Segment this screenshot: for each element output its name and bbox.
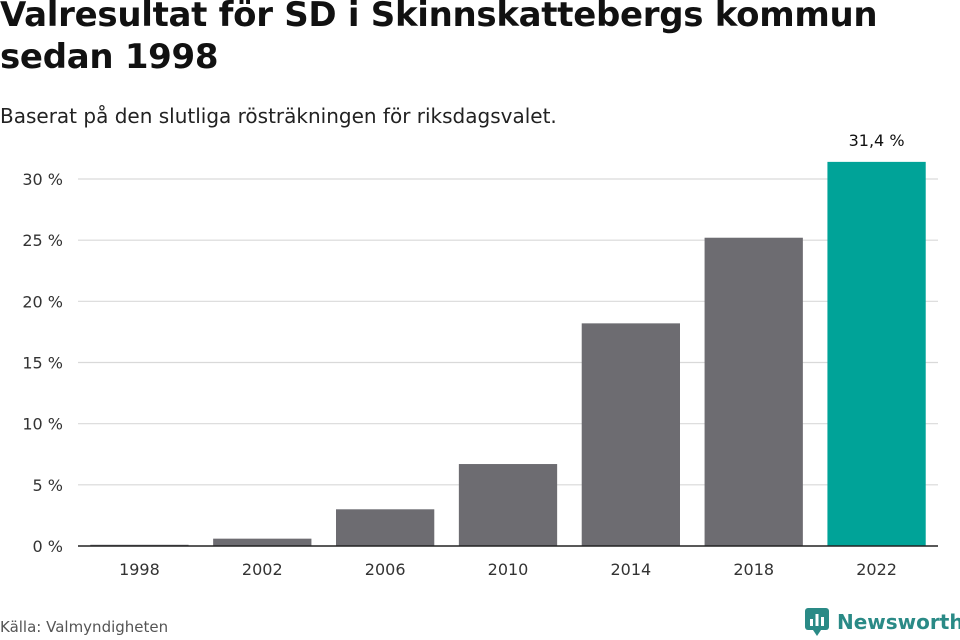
grid-lines [78, 178, 938, 486]
bar-2006 [336, 509, 435, 546]
x-tick-label: 2018 [733, 560, 774, 579]
bar-chart: 0 % 5 % 10 % 15 % 20 % 25 % 30 % 1998 2002 2006 2… [22, 131, 938, 579]
y-tick-label: 25 % [22, 231, 63, 250]
y-axis-ticks: 0 % 5 % 10 % 15 % 20 % 25 % 30 % [22, 170, 63, 556]
bar-2022 [827, 161, 926, 546]
bars [90, 161, 926, 547]
x-tick-label: 2006 [365, 560, 406, 579]
chart-subtitle: Baserat på den slutliga rösträkningen fö… [0, 104, 557, 128]
y-tick-label: 30 % [22, 170, 63, 189]
chart-title: Valresultat för SD i Skinnskattebergs ko… [0, 0, 878, 77]
y-tick-label: 0 % [33, 537, 63, 556]
x-tick-label: 2022 [856, 560, 897, 579]
x-axis-ticks: 1998 2002 2006 2010 2014 2018 2022 [119, 560, 897, 579]
source-note: Källa: Valmyndigheten [0, 618, 169, 636]
bar-2014 [581, 323, 680, 546]
bar-value-label: 31,4 % [849, 131, 905, 150]
newsworthy-logo[interactable]: Newsworthy [805, 607, 960, 637]
newsworthy-icon [805, 608, 829, 636]
brand-name: Newsworthy [837, 610, 960, 634]
x-tick-label: 2002 [242, 560, 283, 579]
bar-2002 [213, 538, 312, 546]
y-tick-label: 5 % [33, 476, 63, 495]
bar-2018 [704, 237, 803, 546]
x-tick-label: 2014 [610, 560, 651, 579]
y-tick-label: 10 % [22, 415, 63, 434]
bar-2010 [458, 464, 558, 546]
x-tick-label: 1998 [119, 560, 160, 579]
y-tick-label: 15 % [22, 354, 63, 373]
y-tick-label: 20 % [22, 292, 63, 311]
x-tick-label: 2010 [488, 560, 529, 579]
